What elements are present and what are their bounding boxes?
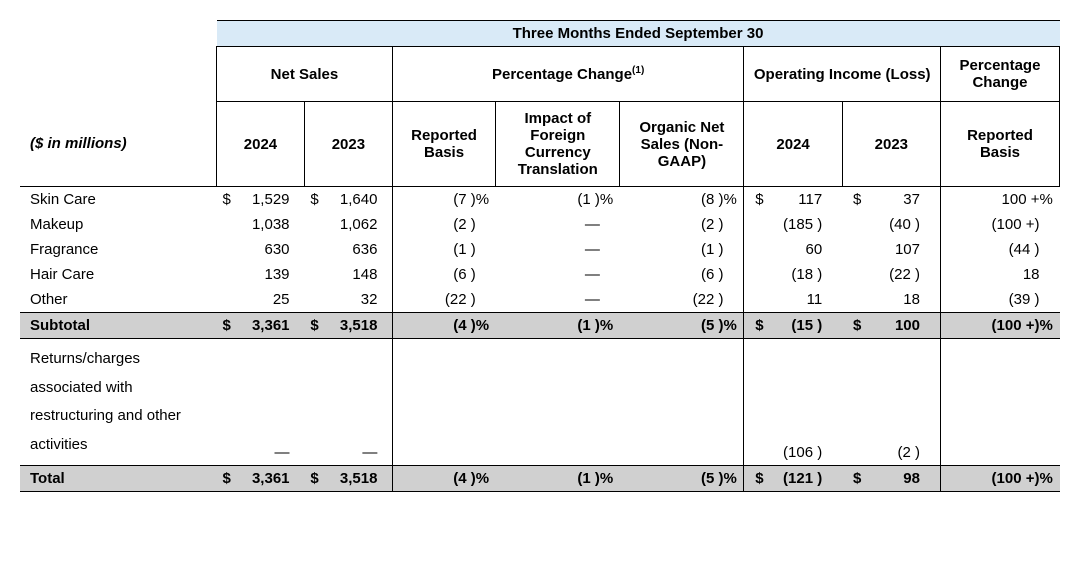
value-cell: (8 )%	[620, 187, 744, 213]
value-cell	[496, 339, 620, 466]
value-cell: (2 )	[620, 212, 744, 237]
value-cell: $117	[744, 187, 842, 213]
column-sub-header: 2024	[217, 102, 305, 187]
value-cell	[392, 339, 495, 466]
value-cell: 18	[842, 287, 940, 313]
value-cell	[620, 339, 744, 466]
value-cell: (22 )	[620, 287, 744, 313]
value-cell: (4 )%	[392, 466, 495, 492]
value-cell: 107	[842, 237, 940, 262]
value-cell: (2 )	[392, 212, 495, 237]
table-row: Fragrance630636(1 )—(1 )60107(44 )	[20, 237, 1060, 262]
table-row: Total$3,361$3,518(4 )%(1 )%(5 )%$(121 )$…	[20, 466, 1060, 492]
value-cell: (5 )%	[620, 313, 744, 339]
value-cell: $(121 )	[744, 466, 842, 492]
value-cell: $3,361	[217, 313, 305, 339]
row-label: Hair Care	[20, 262, 217, 287]
table-row: Skin Care$1,529$1,640(7 )%(1 )%(8 )%$117…	[20, 187, 1060, 213]
column-sub-header: Reported Basis	[392, 102, 495, 187]
value-cell: —	[496, 212, 620, 237]
column-sub-header: 2023	[304, 102, 392, 187]
value-cell: $3,518	[304, 466, 392, 492]
value-cell: 139	[217, 262, 305, 287]
column-group-header: Percentage Change(1)	[392, 47, 744, 102]
unit-note: ($ in millions)	[20, 102, 217, 187]
value-cell: —	[496, 262, 620, 287]
value-cell: (22 )	[392, 287, 495, 313]
row-label: Skin Care	[20, 187, 217, 213]
value-cell: (1 )%	[496, 313, 620, 339]
column-group-header: Net Sales	[217, 47, 393, 102]
value-cell: (1 )%	[496, 187, 620, 213]
value-cell: (100 +)	[940, 212, 1059, 237]
value-cell: (100 +)%	[940, 313, 1059, 339]
value-cell: $100	[842, 313, 940, 339]
row-label: Total	[20, 466, 217, 492]
value-cell: 25	[217, 287, 305, 313]
value-cell: (18 )	[744, 262, 842, 287]
value-cell: $1,529	[217, 187, 305, 213]
value-cell: 630	[217, 237, 305, 262]
row-label: Returns/charges associated with restruct…	[20, 339, 217, 466]
table-row: Makeup1,0381,062(2 )—(2 )(185 )(40 )(100…	[20, 212, 1060, 237]
value-cell: $37	[842, 187, 940, 213]
value-cell: (4 )%	[392, 313, 495, 339]
value-cell: (7 )%	[392, 187, 495, 213]
column-sub-header: Impact of Foreign Currency Translation	[496, 102, 620, 187]
blank-corner	[20, 21, 217, 47]
column-group-header: Operating Income (Loss)	[744, 47, 941, 102]
value-cell: (40 )	[842, 212, 940, 237]
value-cell: $3,518	[304, 313, 392, 339]
value-cell: 636	[304, 237, 392, 262]
row-label: Fragrance	[20, 237, 217, 262]
value-cell: —	[496, 237, 620, 262]
value-cell: 100 +%	[940, 187, 1059, 213]
value-cell: $(15 )	[744, 313, 842, 339]
value-cell: $3,361	[217, 466, 305, 492]
financial-table: Three Months Ended September 30 Net Sale…	[20, 20, 1060, 492]
column-sub-header: 2024	[744, 102, 842, 187]
table-row: Hair Care139148(6 )—(6 )(18 )(22 )18	[20, 262, 1060, 287]
table-row: Other2532(22 )—(22 )1118(39 )	[20, 287, 1060, 313]
row-label: Makeup	[20, 212, 217, 237]
column-sub-header: Reported Basis	[940, 102, 1059, 187]
value-cell	[940, 339, 1059, 466]
value-cell: (185 )	[744, 212, 842, 237]
column-sub-header: Organic Net Sales (Non-GAAP)	[620, 102, 744, 187]
value-cell: —	[304, 339, 392, 466]
value-cell: —	[217, 339, 305, 466]
value-cell: (22 )	[842, 262, 940, 287]
value-cell: 60	[744, 237, 842, 262]
value-cell: (100 +)%	[940, 466, 1059, 492]
value-cell: (39 )	[940, 287, 1059, 313]
row-label: Other	[20, 287, 217, 313]
table-row: Returns/charges associated with restruct…	[20, 339, 1060, 466]
blank-cell	[20, 47, 217, 102]
table-row: Subtotal$3,361$3,518(4 )%(1 )%(5 )%$(15 …	[20, 313, 1060, 339]
value-cell: 18	[940, 262, 1059, 287]
column-sub-header: 2023	[842, 102, 940, 187]
value-cell: (6 )	[620, 262, 744, 287]
value-cell: 32	[304, 287, 392, 313]
table-title: Three Months Ended September 30	[217, 21, 1060, 47]
value-cell: $98	[842, 466, 940, 492]
value-cell: (6 )	[392, 262, 495, 287]
value-cell: 1,062	[304, 212, 392, 237]
value-cell: (106 )	[744, 339, 842, 466]
row-label: Subtotal	[20, 313, 217, 339]
value-cell: (5 )%	[620, 466, 744, 492]
value-cell: 1,038	[217, 212, 305, 237]
value-cell: —	[496, 287, 620, 313]
value-cell: (1 )%	[496, 466, 620, 492]
value-cell: (1 )	[392, 237, 495, 262]
value-cell: 148	[304, 262, 392, 287]
column-group-header: Percentage Change	[940, 47, 1059, 102]
value-cell: $1,640	[304, 187, 392, 213]
value-cell: (1 )	[620, 237, 744, 262]
value-cell: (44 )	[940, 237, 1059, 262]
value-cell: 11	[744, 287, 842, 313]
value-cell: (2 )	[842, 339, 940, 466]
